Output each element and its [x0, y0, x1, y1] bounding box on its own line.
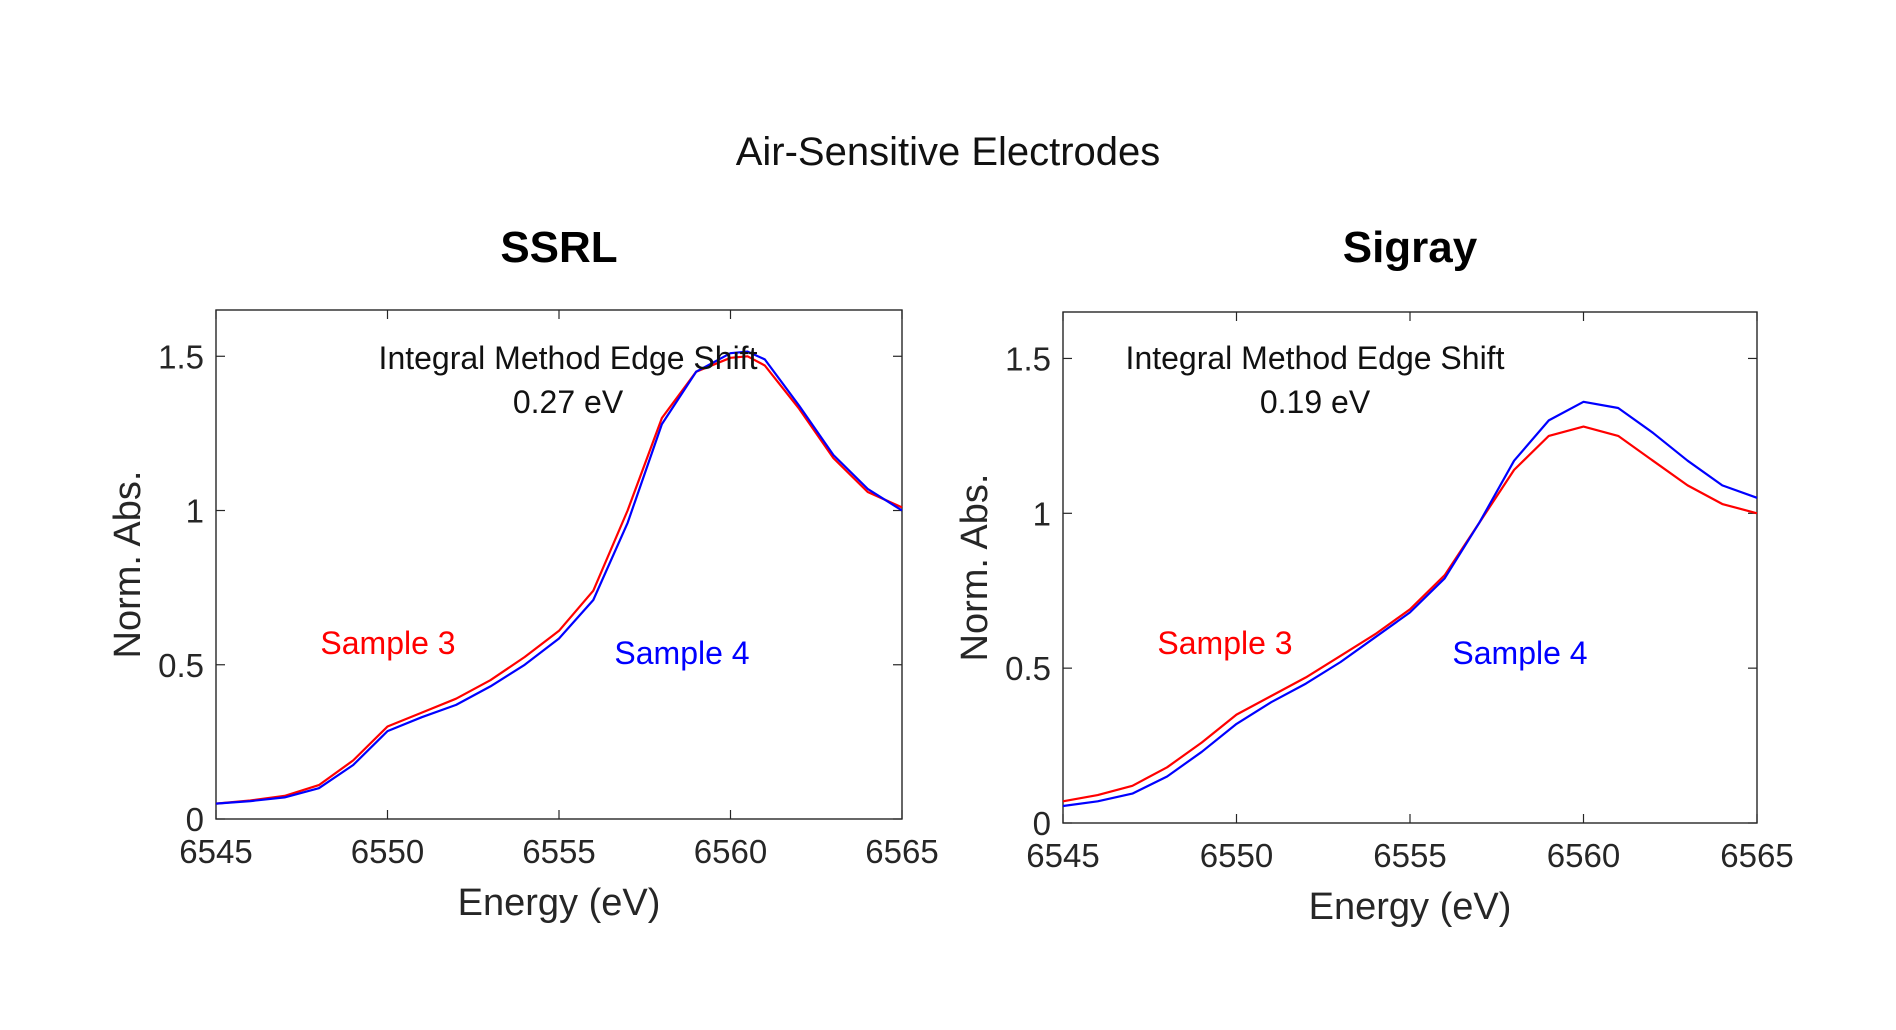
series-line-sample-4 — [1062, 400, 1758, 808]
x-tick-label: 6550 — [351, 833, 424, 870]
y-tick-label: 1.5 — [1005, 340, 1051, 377]
x-tick-label: 6560 — [694, 833, 767, 870]
sample-3-label: Sample 3 — [1157, 625, 1292, 661]
figure-suptitle: Air-Sensitive Electrodes — [735, 130, 1161, 174]
y-tick-label: 0 — [186, 801, 204, 838]
y-axis-label: Norm. Abs. — [954, 474, 996, 662]
sample-4-label: Sample 4 — [1452, 635, 1587, 671]
x-tick-label: 6555 — [522, 833, 595, 870]
edge-shift-annotation-title: Integral Method Edge Shift — [379, 340, 758, 376]
sample-4-label: Sample 4 — [614, 635, 749, 671]
x-tick-label: 6555 — [1373, 837, 1446, 874]
y-tick-label: 0.5 — [1005, 650, 1051, 687]
edge-shift-annotation-title: Integral Method Edge Shift — [1126, 340, 1505, 376]
chart-title: Sigray — [1343, 223, 1478, 272]
y-tick-label: 1 — [1033, 495, 1051, 532]
plot-area-frame — [1062, 311, 1758, 824]
x-tick-label: 6565 — [865, 833, 938, 870]
series-line-sample-4 — [215, 350, 903, 805]
x-tick-label: 6560 — [1547, 837, 1620, 874]
x-tick-label: 6545 — [179, 833, 252, 870]
x-tick-label: 6565 — [1720, 837, 1793, 874]
sample-3-label: Sample 3 — [320, 625, 455, 661]
y-tick-label: 0.5 — [158, 647, 204, 684]
y-tick-label: 1 — [186, 493, 204, 530]
y-tick-label: 1.5 — [158, 338, 204, 375]
edge-shift-annotation-value: 0.19 eV — [1260, 384, 1371, 420]
x-tick-label: 6545 — [1026, 837, 1099, 874]
series-line-sample-3 — [215, 355, 903, 805]
series-line-sample-3 — [1062, 425, 1758, 803]
y-tick-label: 0 — [1033, 805, 1051, 842]
edge-shift-annotation-value: 0.27 eV — [513, 384, 624, 420]
x-tick-label: 6550 — [1200, 837, 1273, 874]
chart-title: SSRL — [500, 223, 617, 272]
x-axis-label: Energy (eV) — [1309, 886, 1512, 928]
x-axis-label: Energy (eV) — [458, 882, 661, 924]
y-axis-label: Norm. Abs. — [107, 471, 149, 659]
